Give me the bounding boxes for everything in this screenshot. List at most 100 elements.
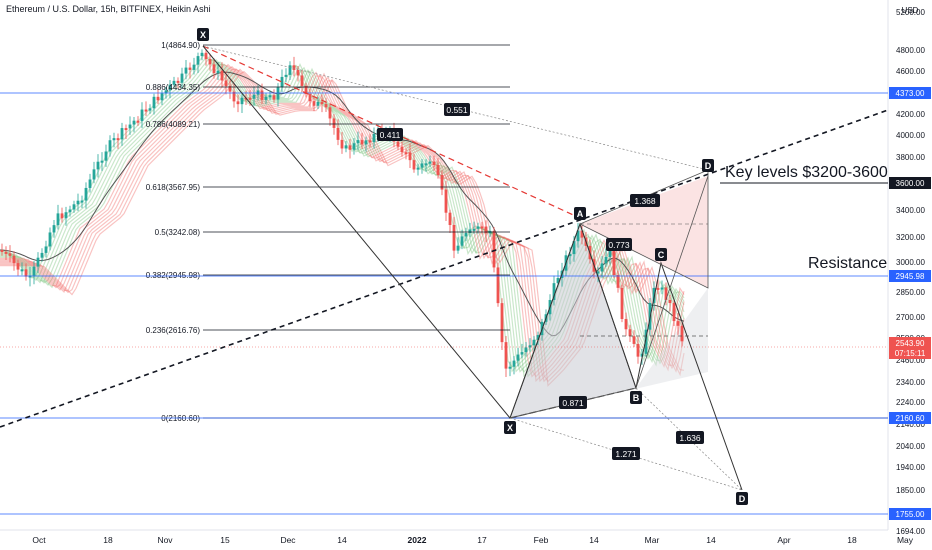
candle-body <box>412 160 416 170</box>
time-axis-ticks: Oct 18 Nov 15 Dec 14 2022 17 Feb 14 Mar 14 Apr 18 May <box>32 535 913 545</box>
point-d-bottom: D <box>736 492 748 505</box>
candle-body <box>680 325 684 342</box>
candle-body <box>612 246 616 276</box>
candle-body <box>128 124 132 129</box>
candle-body <box>300 75 304 86</box>
candle-body <box>352 143 356 150</box>
candle-body <box>436 165 440 176</box>
candle-body <box>600 263 604 272</box>
candle-body <box>424 163 428 166</box>
svg-text:1.636: 1.636 <box>679 433 701 443</box>
candle-body <box>512 360 516 367</box>
candle-body <box>524 347 528 353</box>
svg-text:D: D <box>705 161 712 171</box>
candle-body <box>444 189 448 213</box>
candle-body <box>628 329 632 337</box>
candle-body <box>288 65 292 75</box>
chart-title: Ethereum / U.S. Dollar, 15h, BITFINEX, H… <box>6 4 211 14</box>
candle-body <box>24 269 28 277</box>
price-tick: 3200.00 <box>896 233 925 242</box>
candle-body <box>92 169 96 180</box>
price-tick: 1940.00 <box>896 463 925 472</box>
candle-body <box>440 175 444 190</box>
time-tick: May <box>897 535 914 545</box>
candle-body <box>340 139 344 149</box>
candle-body <box>400 146 404 153</box>
price-tick: 4800.00 <box>896 46 925 55</box>
candle-body <box>476 226 480 229</box>
candle-body <box>192 64 196 70</box>
candle-body <box>176 80 180 83</box>
candle-body <box>296 69 300 76</box>
ratio-dotted-lines <box>509 387 743 491</box>
candle-body <box>660 287 664 290</box>
candle-body <box>28 275 32 278</box>
candle-body <box>96 161 100 170</box>
candle-body <box>188 67 192 70</box>
candle-body <box>208 59 212 65</box>
candle-body <box>364 140 368 145</box>
candle-body <box>228 86 232 92</box>
time-tick: 2022 <box>408 535 427 545</box>
candle-body <box>608 246 612 257</box>
candle-body <box>240 97 244 105</box>
candle-body <box>136 120 140 123</box>
price-tick: 4200.00 <box>896 110 925 119</box>
resistance-annotation: Resistance <box>808 255 887 272</box>
time-tick: 17 <box>477 535 487 545</box>
candle-body <box>552 283 556 300</box>
point-d-top: D <box>702 159 714 172</box>
svg-text:0.773: 0.773 <box>608 240 630 250</box>
candle-body <box>204 52 208 60</box>
fib-label: 0.618(3567.95) <box>146 183 201 192</box>
candle-body <box>348 145 352 150</box>
time-tick: Dec <box>280 535 296 545</box>
candle-body <box>284 74 288 77</box>
candle-body <box>672 303 676 322</box>
candle-body <box>100 160 104 163</box>
candle-body <box>268 95 272 98</box>
candle-body <box>216 70 220 74</box>
time-tick: Oct <box>32 535 46 545</box>
ratio-0411: 0.411 <box>377 128 403 141</box>
fib-label: 0.382(2945.98) <box>146 271 201 280</box>
point-x-bottom: X <box>504 421 516 434</box>
candle-body <box>640 353 644 357</box>
candle-body <box>396 141 400 147</box>
candle-body <box>56 213 60 226</box>
price-badge <box>889 337 931 349</box>
price-badge-label: 3600.00 <box>896 179 925 188</box>
price-tick: 1694.00 <box>896 527 925 536</box>
candle-body <box>280 76 284 88</box>
price-badge-label: 2160.60 <box>896 414 925 423</box>
ratio-1368: 1.368 <box>630 194 660 207</box>
candle-body <box>264 96 268 100</box>
candle-body <box>668 299 672 304</box>
price-badge <box>889 412 931 424</box>
candle-body <box>312 101 316 106</box>
candle-body <box>532 339 536 346</box>
candle-body <box>32 266 36 276</box>
candle-body <box>656 287 660 290</box>
candle-body <box>536 335 540 340</box>
ratio-1271: 1.271 <box>612 447 640 460</box>
price-badge-label: 1755.00 <box>896 510 925 519</box>
candle-body <box>676 321 680 326</box>
time-tick: 15 <box>220 535 230 545</box>
candle-body <box>332 118 336 128</box>
candle-body <box>356 140 360 144</box>
candle-body <box>168 84 172 91</box>
candle-body <box>416 167 420 170</box>
candle-body <box>72 204 76 210</box>
candle-body <box>220 70 224 81</box>
candle-body <box>180 73 184 83</box>
svg-text:C: C <box>658 250 665 260</box>
candle-body <box>320 101 324 105</box>
point-c: C <box>655 248 667 261</box>
fib-label: 0.236(2616.76) <box>146 326 201 335</box>
candle-body <box>116 138 120 141</box>
svg-text:1.271: 1.271 <box>615 449 637 459</box>
price-tick: 2700.00 <box>896 313 925 322</box>
candle-body <box>248 97 252 100</box>
